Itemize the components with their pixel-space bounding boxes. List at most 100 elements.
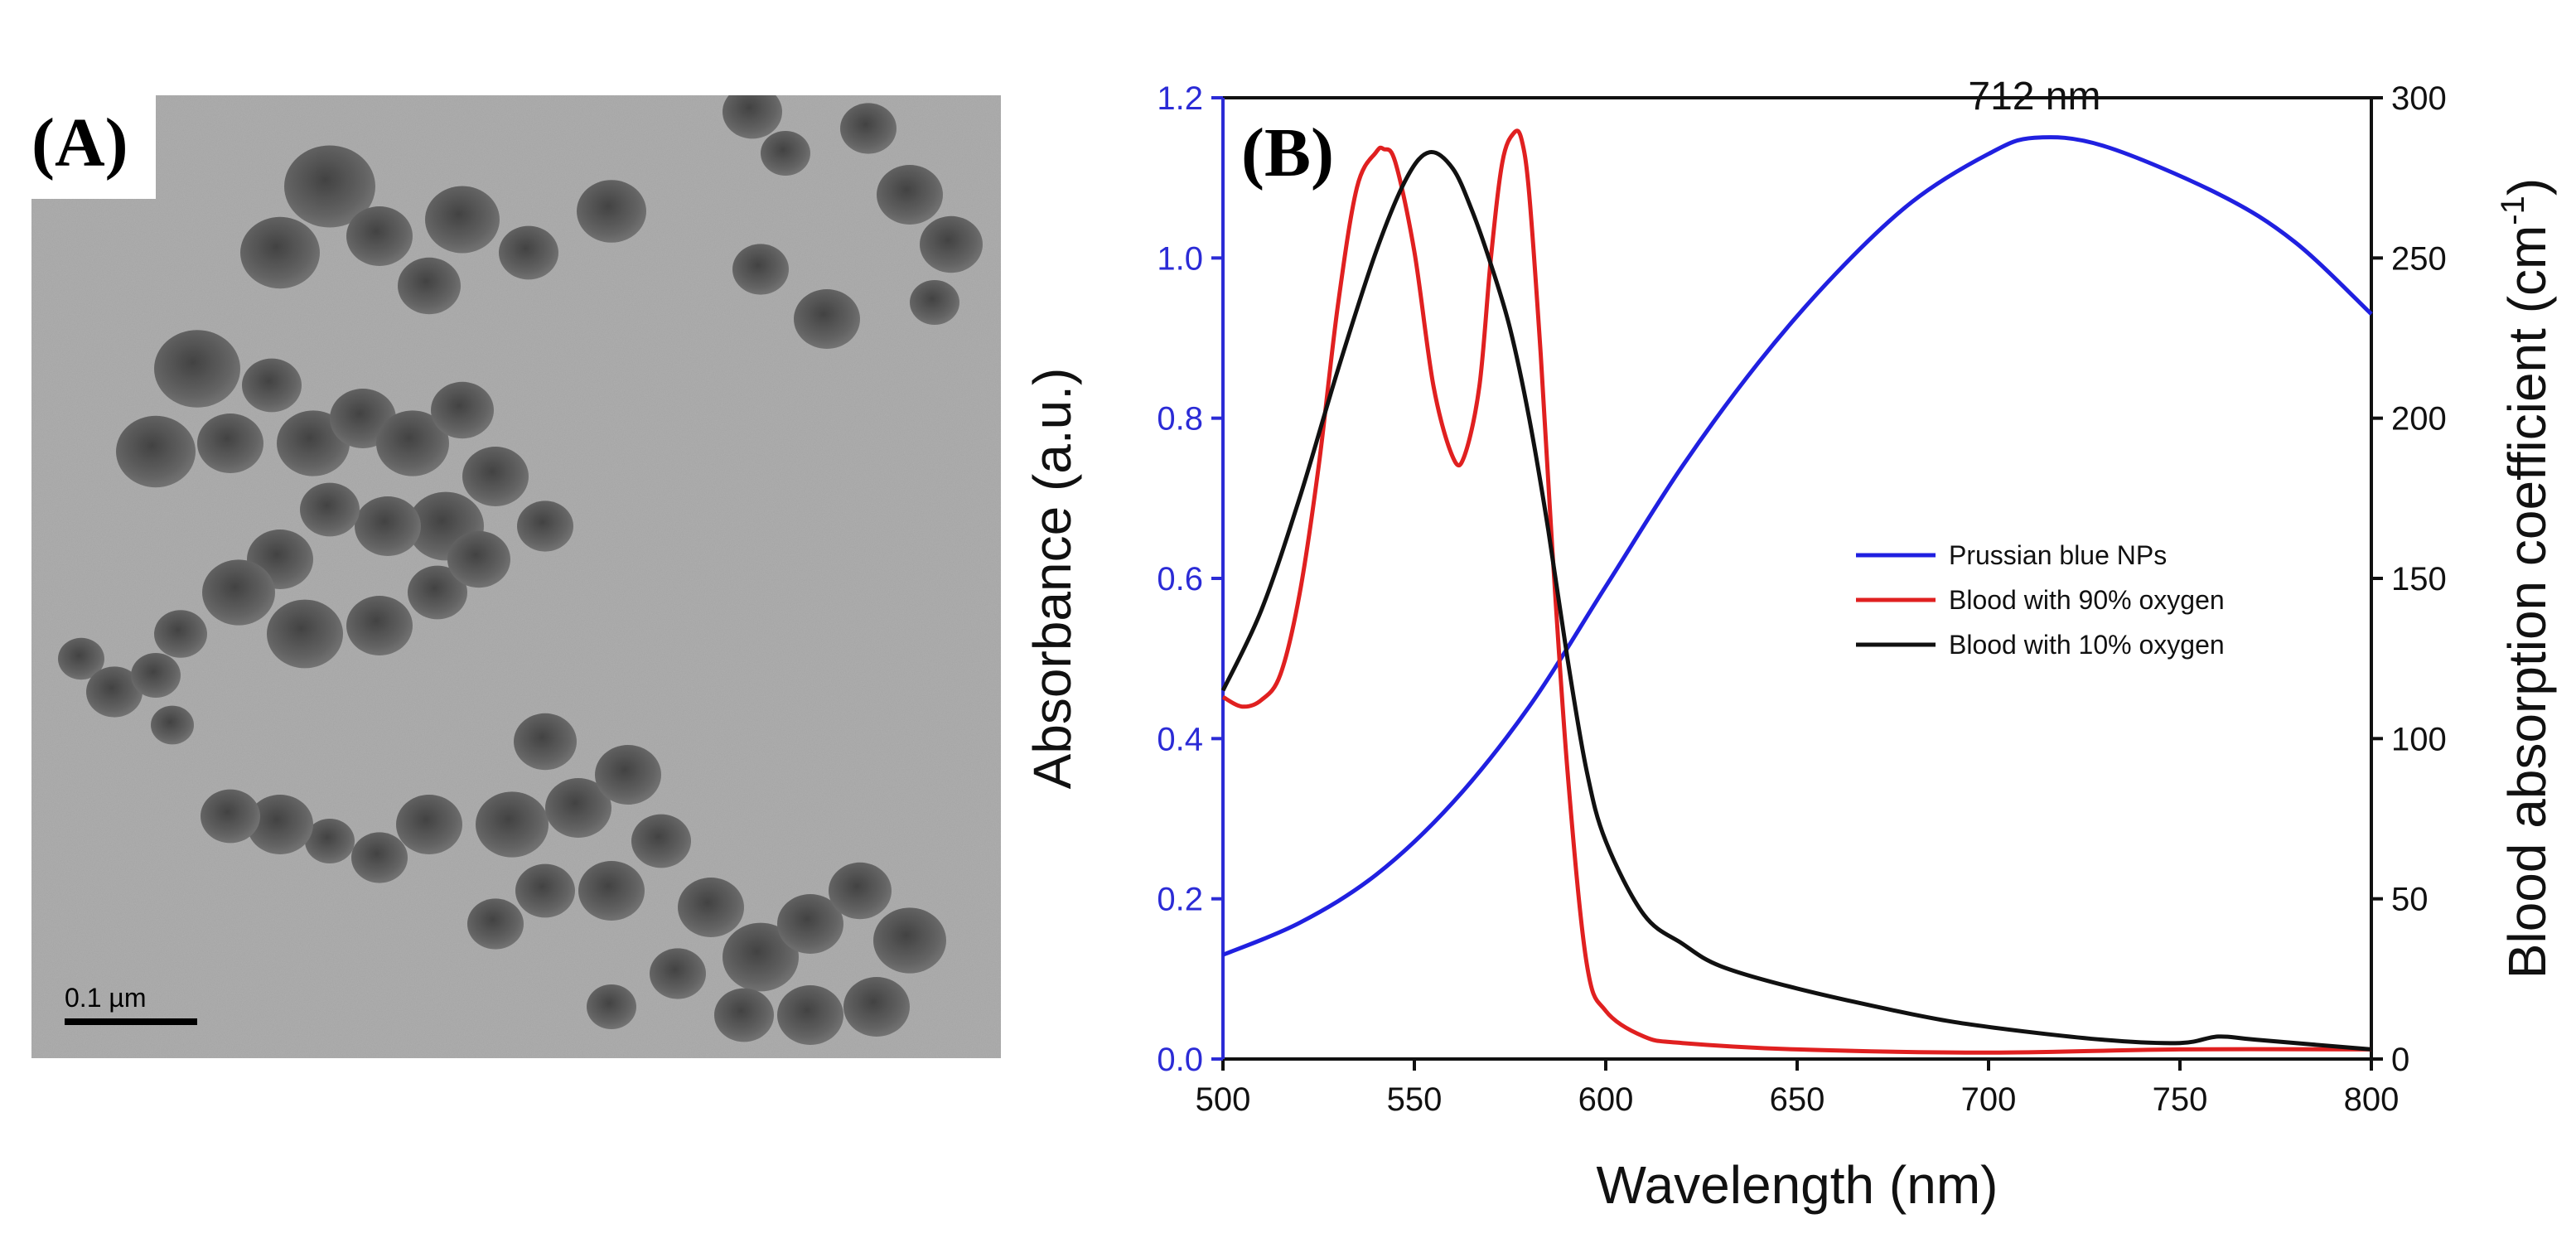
nanoparticle	[514, 713, 577, 771]
y-left-axis-title: Absorbance (a.u.)	[1022, 368, 1082, 790]
nanoparticle	[517, 501, 573, 552]
nanoparticle	[467, 898, 524, 950]
nanoparticle	[240, 216, 320, 289]
x-tick-label: 650	[1770, 1081, 1825, 1118]
nanoparticle	[777, 985, 843, 1045]
nanoparticle	[723, 95, 782, 139]
legend-label-prussian-blue: Prussian blue NPs	[1949, 540, 2167, 570]
y-left-tick-label: 1.0	[1157, 240, 1203, 277]
y-left-tick-label: 0.6	[1157, 561, 1203, 597]
nanoparticle	[877, 165, 943, 225]
nanoparticle	[829, 862, 892, 920]
nanoparticle	[595, 745, 661, 805]
y-left-tick-label: 0.8	[1157, 401, 1203, 438]
series-prussian-blue-nps	[1222, 135, 2373, 957]
x-tick-label: 800	[2344, 1081, 2400, 1118]
y-right-title-close: )	[2497, 178, 2557, 196]
nanoparticle	[284, 145, 375, 228]
nanoparticle	[577, 180, 646, 243]
nanoparticle	[678, 878, 744, 937]
panel-b-label: (B)	[1241, 114, 1334, 191]
nanoparticle	[398, 257, 461, 315]
nanoparticle	[545, 778, 611, 838]
nanoparticle	[151, 705, 194, 745]
y-right-tick-label: 0	[2391, 1042, 2409, 1078]
nanoparticle	[267, 599, 343, 669]
nanoparticle	[408, 565, 467, 620]
nanoparticle	[431, 381, 494, 439]
y-right-title-superscript: -1	[2495, 196, 2531, 225]
nanoparticle	[873, 907, 946, 974]
nanoparticle	[777, 894, 843, 954]
nanoparticle	[86, 666, 143, 718]
nanoparticle	[515, 863, 575, 918]
y-right-tick-label: 100	[2391, 721, 2447, 757]
x-tick-label: 600	[1578, 1081, 1634, 1118]
nanoparticle	[840, 103, 897, 154]
nanoparticle	[462, 447, 529, 506]
x-tick-label: 500	[1196, 1081, 1251, 1118]
nanoparticle	[723, 922, 799, 992]
peak-annotation: 712 nm	[1968, 75, 2100, 118]
x-tick-label: 550	[1387, 1081, 1443, 1118]
nanoparticle	[154, 330, 240, 408]
legend-label-blood-90: Blood with 90% oxygen	[1949, 585, 2225, 615]
legend: Prussian blue NPs Blood with 90% oxygen …	[1856, 540, 2225, 660]
y-right-axis-title: Blood absorption coefficient (cm-1)	[2495, 178, 2557, 979]
nanoparticle	[714, 988, 774, 1042]
y-right-title-main: Blood absorption coefficient (cm	[2497, 225, 2557, 979]
x-axis-title: Wavelength (nm)	[1597, 1155, 1998, 1215]
y-left-tick-label: 0.2	[1157, 882, 1203, 918]
nanoparticle	[578, 861, 645, 921]
panel-a-label-box	[31, 95, 156, 199]
x-tick-label: 700	[1961, 1081, 2017, 1118]
nanoparticle	[476, 791, 549, 858]
nanoparticle	[202, 559, 275, 626]
nanoparticle	[499, 225, 558, 280]
y-left-tick-label: 1.2	[1157, 80, 1203, 117]
nanoparticle	[447, 530, 510, 588]
series-blood-90-oxygen	[1221, 128, 2372, 1055]
nanoparticle	[910, 280, 959, 325]
scale-bar-label: 0.1 µm	[65, 983, 146, 1013]
y-right-tick-label: 50	[2391, 882, 2429, 918]
x-tick-label: 750	[2153, 1081, 2208, 1118]
nanoparticle	[346, 596, 413, 655]
nanoparticle	[425, 186, 500, 254]
nanoparticle	[346, 206, 413, 266]
y-right-tick-label: 150	[2391, 561, 2447, 597]
series-blood-10-oxygen	[1220, 150, 2372, 1052]
nanoparticle	[201, 789, 260, 844]
y-right-tick-label: 250	[2391, 240, 2447, 277]
nanoparticle	[154, 610, 207, 658]
nanoparticle	[300, 482, 360, 537]
nanoparticle	[761, 131, 810, 176]
nanoparticle	[732, 244, 789, 295]
legend-label-blood-10: Blood with 10% oxygen	[1949, 630, 2225, 660]
y-left-tick-label: 0.0	[1157, 1042, 1203, 1078]
nanoparticle	[305, 819, 355, 863]
nanoparticle	[794, 289, 860, 349]
y-right-tick-label: 300	[2391, 80, 2447, 117]
nanoparticle-cluster	[58, 95, 983, 1045]
panel-a-label: (A)	[31, 104, 128, 181]
nanoparticle	[631, 814, 691, 868]
nanoparticle	[843, 977, 910, 1037]
nanoparticle	[351, 832, 408, 883]
nanoparticle	[355, 496, 421, 556]
nanoparticle	[58, 637, 104, 680]
nanoparticle	[131, 653, 181, 698]
nanoparticle	[116, 415, 196, 488]
nanoparticle	[587, 984, 636, 1029]
tem-micrograph: (A) 0.1 µm	[31, 95, 1001, 1058]
nanoparticle	[197, 413, 263, 473]
nanoparticle	[376, 410, 449, 476]
nanoparticle	[242, 358, 302, 413]
y-right-tick-label: 200	[2391, 401, 2447, 438]
nanoparticle	[920, 215, 983, 273]
nanoparticle	[650, 948, 706, 999]
nanoparticle	[396, 795, 462, 854]
plot-frame	[1221, 96, 2373, 1061]
nanoparticle	[247, 795, 313, 854]
